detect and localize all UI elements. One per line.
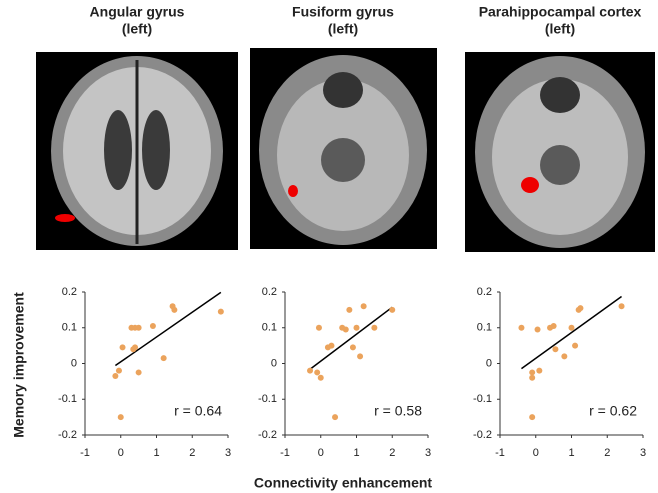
data-point xyxy=(569,325,575,331)
fit-line xyxy=(521,297,621,369)
data-point xyxy=(552,346,558,352)
data-point xyxy=(529,369,535,375)
annotation: r = 0.64 xyxy=(174,403,222,419)
y-tick-label: 0.1 xyxy=(262,322,277,334)
y-tick-label: 0 xyxy=(486,357,492,369)
y-tick-label: 0 xyxy=(271,357,277,369)
data-point xyxy=(518,325,524,331)
figure: Memory improvement Connectivity enhancem… xyxy=(0,0,658,493)
y-tick-label: -0.1 xyxy=(473,393,492,405)
y-tick-label: -0.2 xyxy=(258,429,277,441)
annotation: r = 0.62 xyxy=(589,403,637,419)
data-point xyxy=(118,414,124,420)
y-tick-label: 0 xyxy=(71,357,77,369)
x-tick-label: 2 xyxy=(389,447,395,459)
x-tick-label: 3 xyxy=(425,447,431,459)
data-point xyxy=(577,305,583,311)
y-tick-label: 0.2 xyxy=(62,286,77,298)
x-axis-label: Connectivity enhancement xyxy=(254,475,432,491)
data-point xyxy=(120,344,126,350)
data-point xyxy=(136,325,142,331)
x-tick-label: 2 xyxy=(189,447,195,459)
data-point xyxy=(357,353,363,359)
data-point xyxy=(361,303,367,309)
chart-subtitle: (left) xyxy=(328,21,358,37)
data-point xyxy=(529,375,535,381)
x-tick-label: 3 xyxy=(640,447,646,459)
y-tick-label: -0.1 xyxy=(58,393,77,405)
y-tick-label: 0.2 xyxy=(477,286,492,298)
data-point xyxy=(529,414,535,420)
y-tick-label: 0.1 xyxy=(62,322,77,334)
data-point xyxy=(318,375,324,381)
x-tick-label: 0 xyxy=(533,447,539,459)
x-tick-label: 2 xyxy=(604,447,610,459)
data-point xyxy=(218,309,224,315)
data-point xyxy=(371,325,377,331)
chart-title: Fusiform gyrus xyxy=(292,4,394,20)
annotation: r = 0.58 xyxy=(374,403,422,419)
x-tick-label: -1 xyxy=(280,447,290,459)
data-point xyxy=(551,323,557,329)
data-point xyxy=(619,303,625,309)
x-tick-label: 1 xyxy=(353,447,359,459)
data-point xyxy=(307,368,313,374)
data-point xyxy=(116,368,122,374)
x-tick-label: -1 xyxy=(495,447,505,459)
data-point xyxy=(136,369,142,375)
chart-subtitle: (left) xyxy=(545,21,575,37)
brain-image xyxy=(36,52,238,250)
brain-image xyxy=(465,52,655,252)
data-point xyxy=(354,325,360,331)
y-tick-label: 0.1 xyxy=(477,322,492,334)
x-tick-label: -1 xyxy=(80,447,90,459)
data-point xyxy=(535,327,541,333)
y-tick-label: -0.2 xyxy=(58,429,77,441)
chart-title: Angular gyrus xyxy=(90,4,185,20)
data-point xyxy=(332,414,338,420)
data-point xyxy=(561,353,567,359)
x-tick-label: 3 xyxy=(225,447,231,459)
data-point xyxy=(314,369,320,375)
data-point xyxy=(132,344,138,350)
x-tick-label: 1 xyxy=(568,447,574,459)
data-point xyxy=(536,368,542,374)
data-point xyxy=(389,307,395,313)
x-tick-label: 1 xyxy=(153,447,159,459)
x-tick-label: 0 xyxy=(318,447,324,459)
data-point xyxy=(572,343,578,349)
brain-image xyxy=(250,48,437,249)
data-point xyxy=(316,325,322,331)
data-point xyxy=(161,355,167,361)
data-point xyxy=(350,344,356,350)
y-axis-label: Memory improvement xyxy=(11,292,27,438)
y-tick-label: 0.2 xyxy=(262,286,277,298)
data-point xyxy=(150,323,156,329)
y-tick-label: -0.1 xyxy=(258,393,277,405)
y-tick-label: -0.2 xyxy=(473,429,492,441)
fit-line xyxy=(310,307,392,369)
chart-subtitle: (left) xyxy=(122,21,152,37)
data-point xyxy=(112,373,118,379)
data-point xyxy=(171,307,177,313)
data-point xyxy=(343,327,349,333)
data-point xyxy=(346,307,352,313)
x-tick-label: 0 xyxy=(118,447,124,459)
chart-title: Parahippocampal cortex xyxy=(479,4,642,20)
data-point xyxy=(328,343,334,349)
